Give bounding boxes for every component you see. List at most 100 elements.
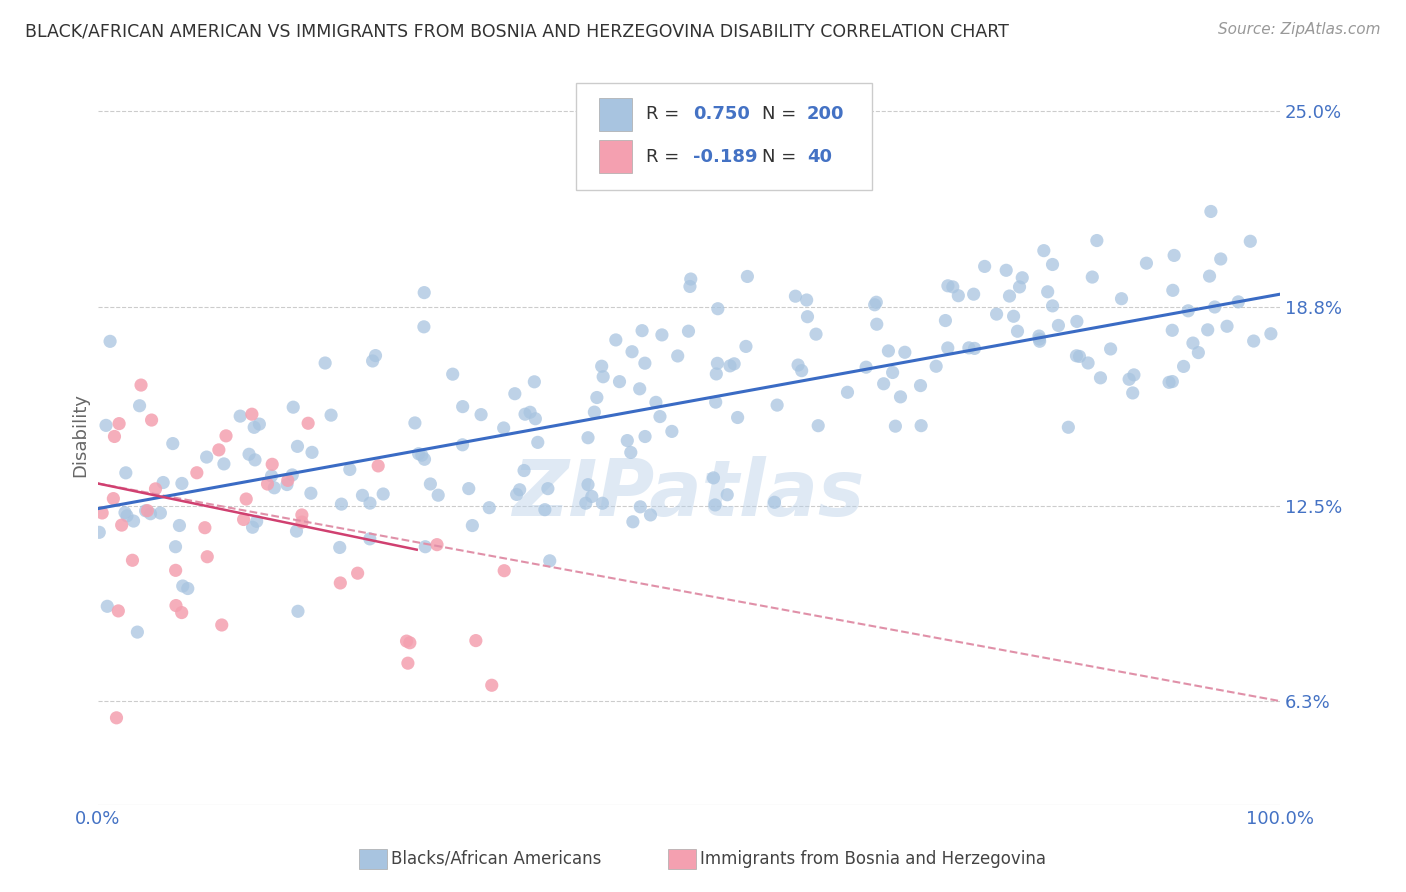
Point	[141, 413, 163, 427]
Point	[837, 385, 859, 400]
Point	[413, 540, 436, 554]
Point	[91, 506, 114, 520]
Point	[925, 359, 948, 374]
Point	[1161, 283, 1184, 297]
Point	[910, 418, 932, 433]
Point	[461, 518, 484, 533]
Point	[666, 349, 689, 363]
Point	[404, 416, 426, 430]
Point	[1260, 326, 1282, 341]
Text: BLACK/AFRICAN AMERICAN VS IMMIGRANTS FROM BOSNIA AND HERZEGOVINA DISABILITY CORR: BLACK/AFRICAN AMERICAN VS IMMIGRANTS FRO…	[25, 22, 1010, 40]
Text: R =: R =	[647, 105, 685, 123]
Text: Immigrants from Bosnia and Herzegovina: Immigrants from Bosnia and Herzegovina	[700, 850, 1046, 868]
Point	[1066, 349, 1088, 363]
Point	[367, 458, 389, 473]
Point	[263, 481, 285, 495]
Point	[96, 599, 118, 614]
Text: Blacks/African Americans: Blacks/African Americans	[391, 850, 602, 868]
Point	[412, 319, 434, 334]
Point	[934, 313, 956, 327]
Point	[1077, 356, 1099, 370]
Point	[936, 341, 959, 355]
Point	[1181, 336, 1204, 351]
Point	[145, 482, 167, 496]
Point	[648, 409, 671, 424]
Y-axis label: Disability: Disability	[72, 392, 89, 476]
Point	[299, 486, 322, 500]
Point	[457, 482, 479, 496]
Point	[94, 418, 117, 433]
Point	[114, 466, 136, 480]
Point	[889, 390, 911, 404]
Point	[1028, 332, 1050, 346]
Point	[426, 538, 449, 552]
Point	[208, 442, 231, 457]
Point	[413, 452, 436, 467]
Point	[162, 436, 184, 450]
Point	[139, 507, 162, 521]
Point	[1002, 310, 1025, 324]
Point	[195, 549, 218, 564]
Point	[177, 582, 200, 596]
Point	[256, 477, 278, 491]
Point	[651, 327, 673, 342]
Point	[186, 466, 208, 480]
Point	[807, 418, 830, 433]
Point	[962, 287, 984, 301]
Point	[1122, 386, 1144, 401]
Point	[398, 636, 420, 650]
Point	[973, 260, 995, 274]
Point	[986, 307, 1008, 321]
Point	[591, 359, 613, 374]
Point	[277, 474, 299, 488]
Point	[301, 445, 323, 459]
Point	[704, 498, 727, 512]
Point	[419, 477, 441, 491]
Point	[1081, 270, 1104, 285]
Point	[247, 417, 270, 431]
Point	[262, 458, 284, 472]
Point	[1157, 376, 1180, 390]
Point	[451, 438, 474, 452]
Point	[170, 606, 193, 620]
Point	[1243, 334, 1265, 348]
Point	[165, 540, 187, 554]
Point	[716, 488, 738, 502]
Point	[866, 317, 889, 331]
Point	[481, 678, 503, 692]
Point	[796, 293, 818, 307]
Point	[319, 408, 342, 422]
Point	[1090, 371, 1112, 385]
Point	[865, 295, 887, 310]
Point	[1163, 248, 1185, 262]
Point	[1187, 345, 1209, 359]
Point	[513, 407, 536, 421]
Point	[620, 445, 643, 459]
Point	[634, 429, 657, 443]
Point	[995, 263, 1018, 277]
Point	[478, 500, 501, 515]
Point	[427, 488, 450, 502]
Text: ZIPatlas: ZIPatlas	[513, 456, 865, 532]
Point	[329, 541, 352, 555]
Point	[526, 435, 548, 450]
Point	[1066, 314, 1088, 328]
Point	[359, 532, 381, 546]
Point	[1085, 234, 1108, 248]
Point	[291, 508, 314, 522]
Point	[505, 487, 527, 501]
Point	[238, 447, 260, 461]
Point	[1198, 269, 1220, 284]
Point	[152, 475, 174, 490]
Point	[373, 487, 395, 501]
Point	[1199, 204, 1222, 219]
Point	[107, 604, 129, 618]
Point	[287, 439, 309, 453]
Point	[135, 504, 157, 518]
Point	[855, 360, 877, 375]
Point	[591, 496, 613, 510]
Point	[1028, 334, 1050, 349]
Point	[165, 599, 187, 613]
Text: N =: N =	[762, 105, 801, 123]
Point	[796, 310, 818, 324]
